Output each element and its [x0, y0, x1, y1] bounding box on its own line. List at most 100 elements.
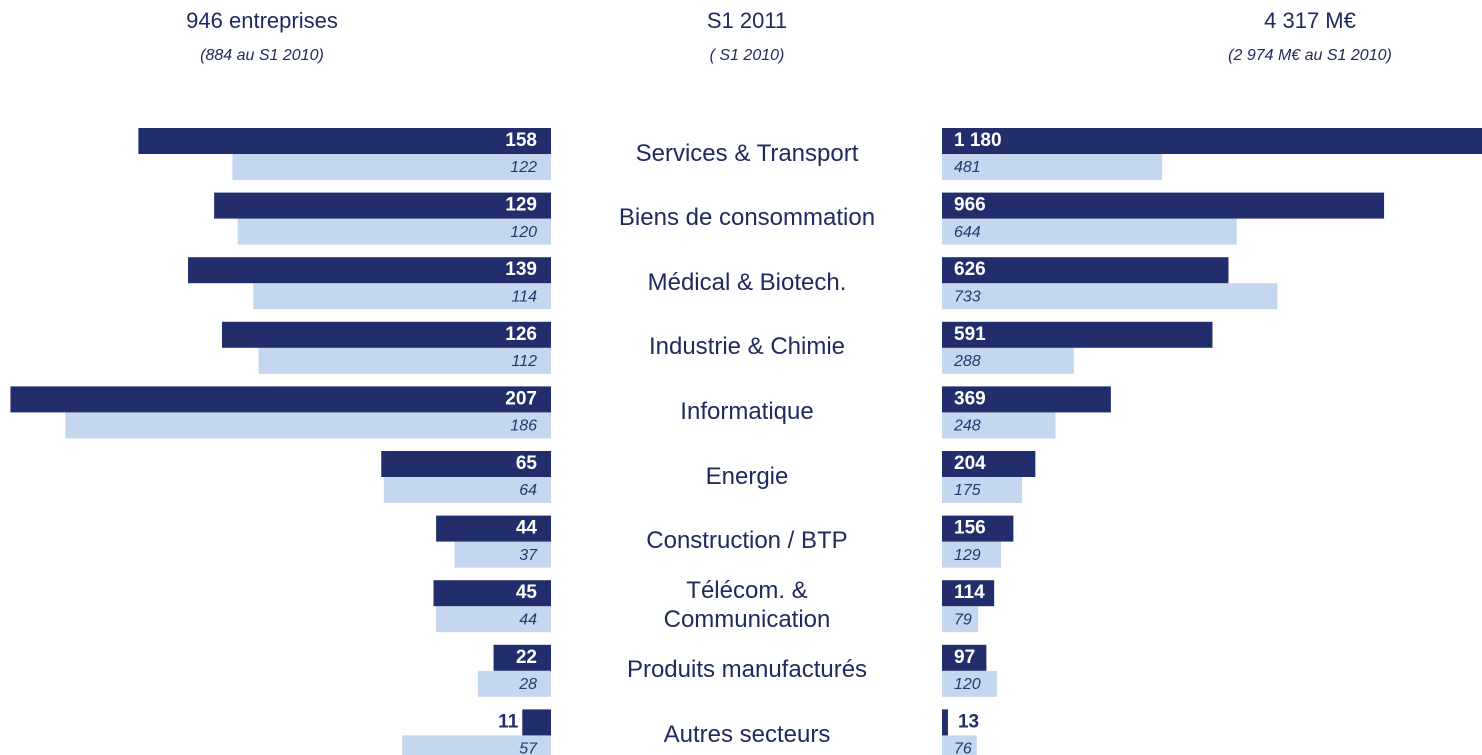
- bar: [942, 541, 1002, 568]
- category-label: Autres secteurs: [663, 720, 831, 748]
- value-label: 129: [505, 195, 537, 216]
- value-label: 11: [498, 711, 519, 732]
- value-label: 129: [954, 547, 981, 564]
- header-subtitle: (884 au S1 2010): [200, 47, 324, 64]
- bar: [214, 192, 552, 219]
- value-label: 112: [511, 353, 537, 370]
- bar: [221, 321, 551, 348]
- bar: [232, 154, 551, 180]
- category-label: Biens de consommation: [618, 204, 876, 232]
- header-title: 946 entreprises: [186, 8, 338, 33]
- header-title: S1 2011: [707, 8, 787, 33]
- category-label: Produits manufacturés: [626, 656, 868, 684]
- category-box: Industrie & Chimie: [648, 333, 846, 361]
- value-label: 44: [519, 611, 537, 628]
- bar: [942, 257, 1229, 284]
- bar: [454, 541, 551, 568]
- bar: [942, 515, 1014, 542]
- category-label: Energie: [705, 462, 789, 490]
- category-box: Biens de consommation: [618, 204, 876, 232]
- value-label: 76: [954, 741, 972, 755]
- bar: [942, 709, 948, 736]
- value-label: 120: [954, 676, 981, 693]
- bar: [942, 218, 1237, 245]
- value-label: 126: [505, 324, 537, 345]
- category-box: Construction / BTP: [646, 527, 848, 555]
- value-label: 288: [953, 353, 981, 370]
- value-label: 248: [953, 418, 981, 435]
- bar: [942, 192, 1385, 219]
- value-label: 966: [954, 195, 986, 216]
- bar: [942, 412, 1056, 439]
- bar: [942, 644, 987, 671]
- bar: [942, 477, 1023, 503]
- value-label: 186: [510, 418, 537, 435]
- value-label: 97: [954, 647, 975, 668]
- bar: [433, 580, 551, 607]
- bar: [138, 128, 552, 154]
- value-label: 204: [954, 453, 986, 474]
- bar: [942, 321, 1213, 348]
- category-box: Médical & Biotech.: [647, 268, 847, 296]
- value-label: 13: [958, 711, 979, 732]
- value-label: 733: [954, 288, 981, 305]
- bar: [942, 128, 1482, 154]
- value-label: 57: [519, 741, 538, 755]
- bar: [942, 670, 997, 697]
- value-label: 64: [519, 482, 537, 499]
- value-label: 28: [518, 676, 537, 693]
- bar: [436, 606, 551, 633]
- value-label: 114: [511, 288, 537, 305]
- value-label: 44: [516, 518, 538, 539]
- category-label: Services & Transport: [635, 139, 859, 167]
- bar: [258, 347, 551, 374]
- bar: [383, 477, 551, 503]
- category-box: Services & Transport: [635, 139, 859, 167]
- bar: [381, 451, 551, 477]
- category-label: Industrie & Chimie: [648, 333, 846, 361]
- bar: [237, 218, 551, 245]
- category-label: Télécom. & Communication: [663, 577, 831, 634]
- bar: [402, 735, 551, 755]
- value-label: 207: [505, 388, 537, 409]
- category-label: Informatique: [680, 397, 814, 425]
- category-box: Télécom. & Communication: [663, 577, 831, 634]
- bar: [493, 644, 551, 671]
- category-label: Construction / BTP: [646, 527, 848, 555]
- value-label: 481: [954, 159, 981, 176]
- bar: [942, 386, 1111, 413]
- bar: [253, 283, 551, 310]
- bar: [188, 257, 551, 284]
- bar: [522, 709, 551, 736]
- value-label: 139: [505, 259, 537, 280]
- header-subtitle: ( S1 2010): [710, 47, 785, 64]
- bar: [942, 283, 1278, 310]
- value-label: 175: [954, 482, 981, 499]
- bar: [477, 670, 551, 697]
- bar: [942, 451, 1036, 477]
- bar: [10, 386, 552, 413]
- value-label: 158: [505, 130, 537, 151]
- value-label: 37: [519, 547, 538, 564]
- bar: [65, 412, 551, 439]
- bar: [942, 580, 995, 607]
- bar: [942, 154, 1163, 180]
- bar: [942, 606, 979, 633]
- value-label: 120: [510, 224, 537, 241]
- bar: [942, 735, 977, 755]
- value-label: 22: [516, 647, 537, 668]
- category-box: Energie: [705, 462, 789, 490]
- category-label: Médical & Biotech.: [647, 268, 847, 296]
- value-label: 626: [954, 259, 986, 280]
- bar: [436, 515, 551, 542]
- value-label: 644: [954, 224, 981, 241]
- category-box: Informatique: [680, 397, 814, 425]
- value-label: 369: [954, 388, 986, 409]
- category-box: Autres secteurs: [663, 720, 831, 748]
- category-box: Produits manufacturés: [626, 656, 868, 684]
- header-subtitle: (2 974 M€ au S1 2010): [1228, 47, 1392, 64]
- value-label: 45: [516, 582, 538, 603]
- value-label: 65: [516, 453, 538, 474]
- value-label: 79: [954, 611, 972, 628]
